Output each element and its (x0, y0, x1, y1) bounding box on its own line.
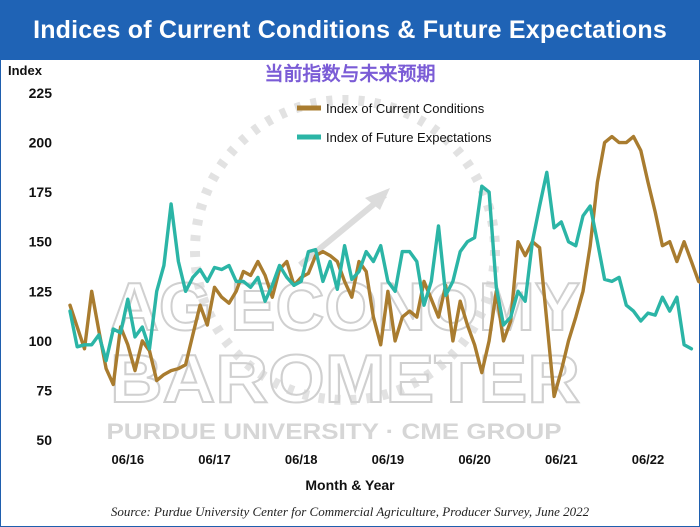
y-tick-label: 200 (29, 135, 53, 151)
chart-subtitle: 当前指数与未来预期 (264, 64, 436, 85)
y-tick-label: 100 (29, 333, 53, 349)
future-expectations-line (68, 170, 694, 363)
x-axis-label: Month & Year (305, 477, 395, 493)
x-tick-label: 06/18 (285, 452, 318, 467)
y-tick-label: 125 (29, 283, 53, 299)
watermark-needle-head (365, 188, 390, 210)
x-tick-label: 06/22 (632, 452, 665, 467)
x-tick-label: 06/21 (545, 452, 578, 467)
chart-title: Indices of Current Conditions & Future E… (33, 16, 667, 44)
y-tick-label: 50 (36, 432, 52, 448)
y-tick-label: 150 (29, 234, 53, 250)
legend-label-future: Index of Future Expectations (326, 130, 492, 145)
watermark-line2: BAROMETER (110, 341, 580, 417)
x-tick-label: 06/16 (112, 452, 145, 467)
watermark-line3: PURDUE UNIVERSITY · CME GROUP (107, 419, 562, 444)
y-tick-label: 75 (36, 382, 52, 398)
current-conditions-line (68, 134, 700, 399)
legend-label-current: Index of Current Conditions (326, 101, 485, 116)
source-note: Source: Purdue University Center for Com… (110, 504, 590, 519)
y-tick-label: 175 (29, 184, 53, 200)
watermark-logo: AG ECONOMY BAROMETER PURDUE UNIVERSITY ·… (107, 95, 581, 444)
x-tick-label: 06/20 (458, 452, 491, 467)
x-tick-label: 06/19 (372, 452, 405, 467)
watermark-needle (298, 192, 387, 268)
title-bar (0, 0, 700, 60)
y-axis-label: Index (8, 63, 42, 78)
x-tick-label: 06/17 (198, 452, 231, 467)
y-tick-label: 225 (29, 85, 53, 101)
